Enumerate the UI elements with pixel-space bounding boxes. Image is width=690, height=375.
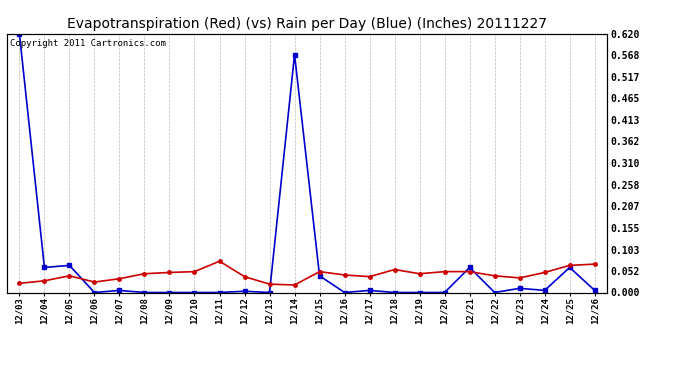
Title: Evapotranspiration (Red) (vs) Rain per Day (Blue) (Inches) 20111227: Evapotranspiration (Red) (vs) Rain per D…	[67, 17, 547, 31]
Text: Copyright 2011 Cartronics.com: Copyright 2011 Cartronics.com	[10, 39, 166, 48]
